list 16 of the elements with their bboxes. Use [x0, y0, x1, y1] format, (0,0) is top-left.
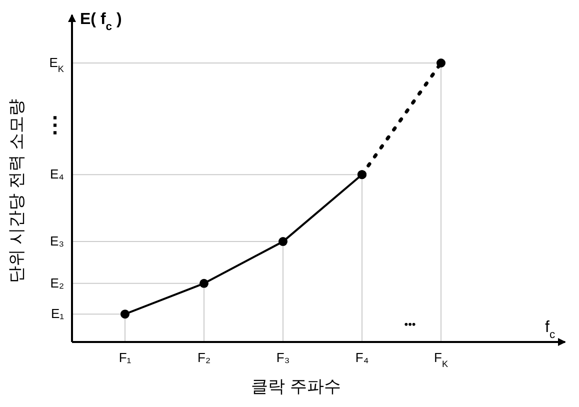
text: E( f$_{c}$ )	[80, 11, 122, 33]
ref-line-label: E₄	[50, 166, 64, 182]
ref-line-label: E₂	[50, 275, 64, 290]
x-tick-label: F₂	[198, 350, 210, 365]
text: ⋮	[44, 112, 66, 137]
x-tick-label: F₁	[118, 350, 132, 365]
annotation: •••	[404, 319, 416, 331]
ref-line-label: E$_{K}$	[49, 55, 64, 74]
y-axis-title: 단위 시간당 전력 소모량	[7, 98, 26, 284]
x-tick-label: F₄	[355, 350, 369, 365]
x-tick-label: F₃	[276, 350, 290, 365]
x-axis-title: 클락 주파수	[251, 377, 341, 396]
x-tick-label: F$_{K}$	[434, 350, 448, 369]
ref-line-label: E₁	[50, 306, 65, 322]
ref-line-label: E₃	[50, 234, 64, 249]
text: f$_{c}$	[545, 319, 556, 341]
